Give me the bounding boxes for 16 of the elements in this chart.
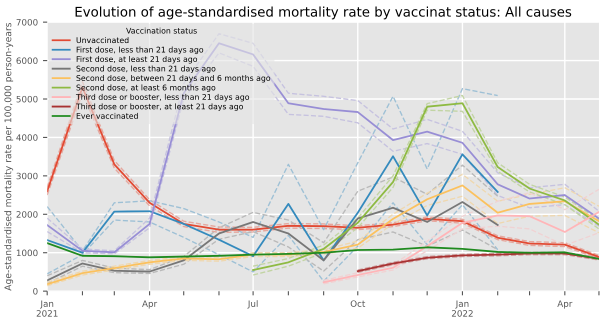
x-tick-label: Jul <box>247 300 258 309</box>
x-tick-label: Apr <box>557 300 572 309</box>
y-tick-label: 4000 <box>16 134 38 141</box>
y-tick-label: 6000 <box>16 57 38 64</box>
y-tick-label: 2000 <box>16 211 38 218</box>
x-tick-label: Jan 2022 <box>452 300 473 317</box>
x-tick-label: Apr <box>142 300 158 309</box>
y-tick-label: 7000 <box>16 18 38 26</box>
x-tick-label: Jan 2021 <box>36 300 58 317</box>
y-tick-label: 0 <box>33 288 38 295</box>
y-tick-label: 5000 <box>16 96 38 102</box>
y-axis-title: Age-standardised mortality rate per 100,000 person-years <box>4 22 14 291</box>
y-tick-label: 3000 <box>16 172 38 180</box>
y-tick-label: 1000 <box>16 250 38 256</box>
chart-title: Evolution of age-standardised mortality rate by vaccinat status: All causes <box>76 6 572 20</box>
x-tick-label: Oct <box>350 300 366 307</box>
